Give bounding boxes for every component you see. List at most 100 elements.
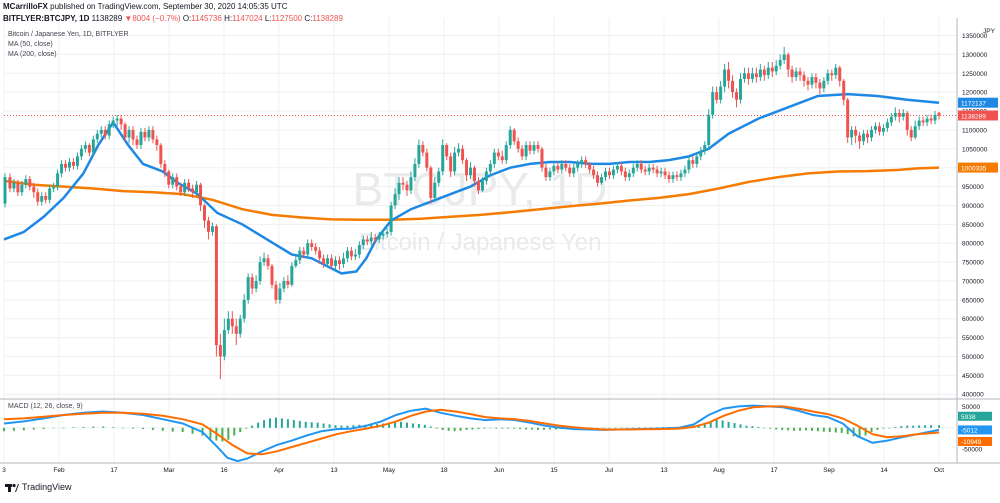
candle-body xyxy=(298,250,302,261)
candle-body xyxy=(183,182,187,193)
candle-body xyxy=(91,139,95,153)
macd-histogram-bar xyxy=(548,427,551,430)
macd-histogram-bar xyxy=(292,420,295,428)
time-tick-label: 13 xyxy=(330,467,338,474)
price-tick-label: 850000 xyxy=(962,222,984,229)
macd-histogram-bar xyxy=(483,427,486,429)
time-tick-label: Jul xyxy=(605,467,614,474)
candle-body xyxy=(421,145,425,153)
candle-body xyxy=(163,163,167,172)
macd-histogram-bar xyxy=(769,427,772,429)
candle-body xyxy=(687,160,691,170)
candle-body xyxy=(282,280,286,289)
macd-histogram-bar xyxy=(519,427,522,430)
price-tick-label: 550000 xyxy=(962,335,984,342)
author-name[interactable]: MCarrilloFX xyxy=(3,2,48,11)
legend-ma200[interactable]: MA (200, close) xyxy=(8,51,57,58)
candle-body xyxy=(413,163,417,178)
candle-body xyxy=(754,73,758,78)
macd-histogram-bar xyxy=(733,423,736,428)
macd-histogram-bar xyxy=(304,421,307,428)
macd-histogram-bar xyxy=(328,424,331,428)
time-tick-label: Jun xyxy=(494,467,505,474)
macd-histogram-bar xyxy=(894,426,897,428)
legend-ma50[interactable]: MA (50, close) xyxy=(8,41,53,48)
candle-body xyxy=(83,145,87,149)
candle-body xyxy=(651,167,655,170)
price-tick-label: 1050000 xyxy=(962,146,988,153)
macd-legend[interactable]: MACD (12, 26, close, 9) xyxy=(8,403,83,410)
candle-body xyxy=(294,260,298,266)
macd-histogram-bar xyxy=(542,427,545,430)
candle-body xyxy=(790,69,794,78)
candle-body xyxy=(881,128,885,132)
candle-body xyxy=(691,160,695,164)
candle-body xyxy=(774,65,778,72)
macd-histogram-bar xyxy=(263,420,266,428)
macd-histogram-bar xyxy=(816,427,819,432)
candle-body xyxy=(873,126,877,130)
candle-body xyxy=(330,258,334,266)
macd-histogram-bar xyxy=(721,420,724,428)
candle-body xyxy=(111,120,115,125)
candle-body xyxy=(191,188,195,193)
candle-body xyxy=(322,258,326,264)
candle-body xyxy=(532,145,536,151)
macd-histogram-bar xyxy=(394,422,397,428)
candle-body xyxy=(858,135,862,142)
macd-histogram-bar xyxy=(435,427,438,429)
candle-body xyxy=(830,73,834,76)
macd-histogram-bar xyxy=(638,427,641,428)
candle-body xyxy=(893,112,897,117)
macd-histogram-bar xyxy=(810,427,813,431)
candle-body xyxy=(365,239,369,242)
candle-body xyxy=(60,163,64,174)
candle-body xyxy=(818,82,822,89)
candle-body xyxy=(381,233,385,236)
macd-histogram-bar xyxy=(870,427,873,433)
candle-body xyxy=(56,173,60,187)
macd-histogram-bar xyxy=(620,427,623,429)
candle-body xyxy=(862,133,866,142)
candle-body xyxy=(921,120,925,123)
candle-body xyxy=(576,163,580,168)
candle-body xyxy=(786,54,790,70)
candle-body xyxy=(925,118,929,123)
candle-body xyxy=(615,165,619,170)
price-tick-label: 950000 xyxy=(962,184,984,191)
candle-body xyxy=(516,141,520,149)
candle-body xyxy=(139,131,143,146)
candle-body xyxy=(782,54,786,61)
candle-body xyxy=(707,114,711,146)
candle-body xyxy=(389,205,393,232)
candle-body xyxy=(119,118,123,125)
macd-histogram-bar xyxy=(269,418,272,428)
macd-histogram-bar xyxy=(471,427,474,430)
macd-histogram-bar xyxy=(151,427,154,430)
candle-body xyxy=(548,171,552,178)
candle-body xyxy=(488,163,492,172)
candle-body xyxy=(667,175,671,180)
macd-histogram-bar xyxy=(739,424,742,428)
candle-body xyxy=(147,129,151,138)
macd-histogram-bar xyxy=(411,423,414,428)
candle-body xyxy=(588,163,592,170)
candle-body xyxy=(802,75,806,81)
candle-body xyxy=(838,67,842,81)
macd-histogram-bar xyxy=(181,427,184,433)
macd-histogram-bar xyxy=(888,427,891,429)
candle-body xyxy=(361,239,365,246)
macd-histogram-bar xyxy=(930,425,933,428)
candle-body xyxy=(798,71,802,76)
candle-body xyxy=(711,92,715,115)
candle-body xyxy=(377,235,381,240)
candle-body xyxy=(655,169,659,174)
tradingview-brand[interactable]: TradingView xyxy=(22,482,72,492)
macd-histogram-bar xyxy=(876,427,879,430)
candle-body xyxy=(242,299,246,319)
watermark-name: Bitcoin / Japanese Yen xyxy=(359,229,602,256)
macd-histogram-bar xyxy=(122,427,125,429)
candle-body xyxy=(318,250,322,259)
candle-body xyxy=(457,148,461,153)
